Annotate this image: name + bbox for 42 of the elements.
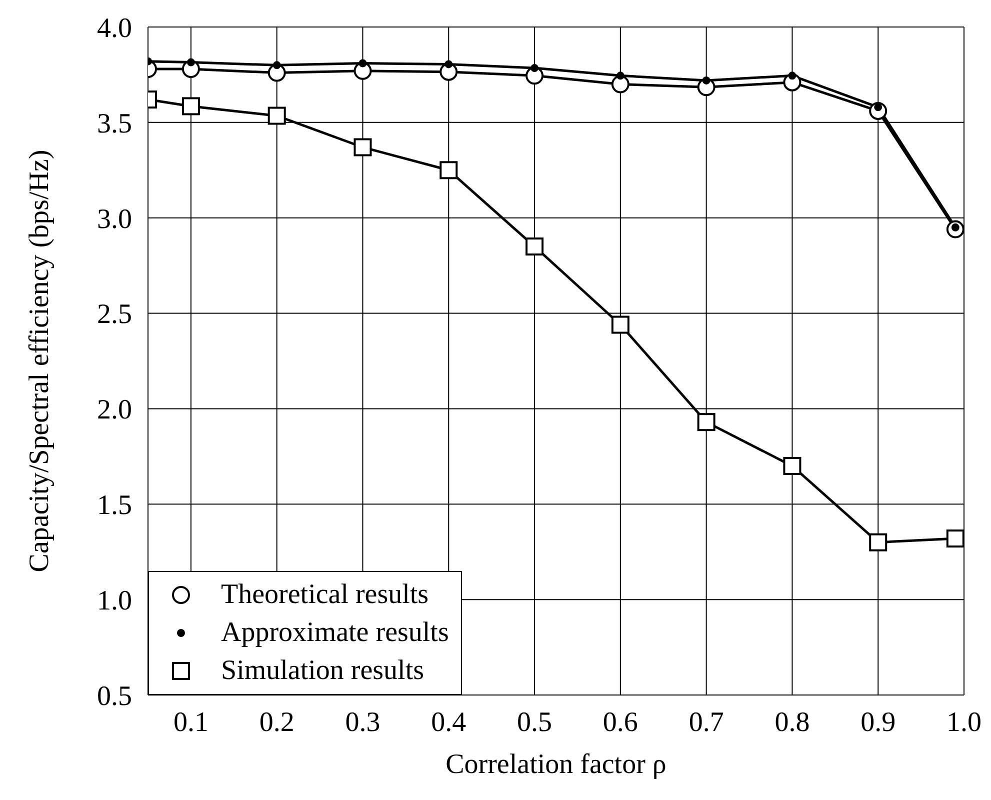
- x-tick-label: 0.4: [431, 706, 466, 738]
- point: [186, 58, 195, 66]
- point: [530, 64, 539, 72]
- legend-label: Simulation results: [221, 655, 424, 687]
- point: [702, 76, 710, 84]
- legend-label: Approximate results: [221, 617, 449, 649]
- y-tick-label: 3.0: [97, 204, 132, 235]
- point: [869, 533, 888, 552]
- point: [616, 72, 624, 80]
- point: [697, 413, 716, 432]
- x-tick-label: 0.7: [688, 706, 724, 738]
- x-tick-label: 0.8: [774, 706, 810, 738]
- point: [611, 75, 630, 94]
- x-tick-label: 1.0: [946, 706, 982, 738]
- point: [440, 161, 458, 180]
- y-tick-label: 1.5: [97, 490, 132, 522]
- x-tick-label: 0.2: [259, 706, 294, 738]
- y-axis-title: Capacity/Spectral efficiency (bps/Hz): [24, 150, 55, 572]
- point: [611, 316, 630, 334]
- x-tick-label: 0.9: [860, 706, 896, 738]
- point: [182, 97, 200, 116]
- y-tick-label: 1.0: [97, 586, 132, 617]
- x-tick-label: 0.6: [602, 706, 638, 738]
- y-tick-label: 2.0: [97, 394, 132, 426]
- y-tick-label: 3.5: [97, 108, 132, 140]
- legend-label: Theoretical results: [221, 579, 429, 611]
- x-tick-label: 0.5: [517, 706, 552, 738]
- x-tick-label: 0.3: [345, 706, 380, 738]
- point: [783, 456, 802, 475]
- y-tick-label: 4.0: [97, 12, 132, 44]
- point: [946, 529, 964, 548]
- y-tick-label: 2.5: [97, 299, 132, 330]
- point: [268, 106, 286, 125]
- x-tick-label: 0.1: [173, 706, 208, 738]
- point: [272, 61, 281, 70]
- point: [444, 60, 453, 68]
- point: [358, 59, 367, 68]
- point: [526, 237, 544, 256]
- x-axis-title: Correlation factor ρ: [446, 748, 666, 780]
- point: [788, 72, 796, 80]
- y-tick-label: 0.5: [97, 680, 132, 712]
- point: [354, 138, 372, 156]
